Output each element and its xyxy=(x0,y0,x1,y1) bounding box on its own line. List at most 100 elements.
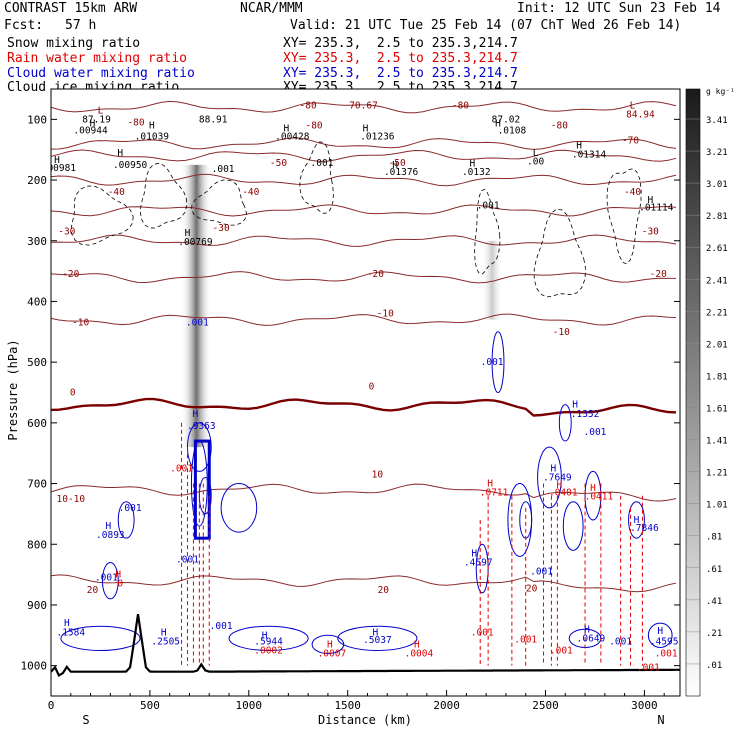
y-tick-label: 400 xyxy=(27,295,47,308)
y-tick-label: 500 xyxy=(27,356,47,369)
contour-label: -30 xyxy=(642,227,659,238)
contour-label: H xyxy=(471,548,477,559)
cloud-ice-contour xyxy=(299,141,334,214)
contour-label: H xyxy=(584,624,590,635)
contour-label: H xyxy=(634,515,640,526)
y-tick-label: 200 xyxy=(27,174,47,187)
contour-label: H xyxy=(556,480,562,491)
colorbar-label: .81 xyxy=(706,533,722,543)
field-name-rain: Rain water mixing ratio xyxy=(7,51,188,66)
cloud-ice-contour xyxy=(533,208,587,298)
model-title: CONTRAST 15km ARW xyxy=(4,1,138,16)
colorbar-unit: g kg⁻¹ xyxy=(706,87,735,96)
contour-label: .001 xyxy=(584,427,607,438)
contour-label: H xyxy=(149,120,155,131)
contour-label: H xyxy=(495,119,501,130)
contour-label: .0007 xyxy=(318,649,347,660)
contour-label: 70.67 xyxy=(349,100,378,111)
contour-label: 0 xyxy=(70,388,76,399)
contour-label: .001 xyxy=(471,627,494,638)
cloud-water-contour xyxy=(220,483,258,533)
contour-label: H xyxy=(647,195,653,206)
colorbar-label: 3.21 xyxy=(706,148,728,158)
contour-label: H xyxy=(572,400,578,411)
contour-label: .001 xyxy=(655,649,678,660)
contour-label: .0411 xyxy=(585,491,614,502)
cloud-water-contour xyxy=(117,501,135,539)
y-tick-label: 800 xyxy=(27,538,47,551)
valid-time: Valid: 21 UTC Tue 25 Feb 14 (07 ChT Wed … xyxy=(290,18,682,33)
contour-label: .001 xyxy=(477,201,500,212)
contour-label: .00950 xyxy=(113,160,148,171)
contour-label: L xyxy=(630,100,636,111)
contour-label: .7649 xyxy=(543,473,572,484)
colorbar-label: .41 xyxy=(706,597,722,607)
contour-label: .001 xyxy=(176,554,199,565)
colorbar-label: .61 xyxy=(706,565,722,575)
x-tick-label: 500 xyxy=(140,699,160,712)
contour-label: 10-10 xyxy=(56,494,85,505)
contour-label: .4595 xyxy=(650,636,679,647)
contour-label: H xyxy=(262,630,268,641)
contour-label: .001 xyxy=(95,573,118,584)
field-name-cloudwater: Cloud water mixing ratio xyxy=(7,66,195,81)
contour-label: -50 xyxy=(270,158,287,169)
contour-label: H xyxy=(373,627,379,638)
contour-label: H xyxy=(115,570,121,581)
contour-label: 0 xyxy=(117,579,123,590)
contour-label: .001 xyxy=(609,636,632,647)
cloud-ice-contour xyxy=(606,168,642,265)
isotherm-line xyxy=(51,483,677,502)
contour-label: .001 xyxy=(311,158,334,169)
isotherm-line xyxy=(51,204,677,217)
contour-label: .001 xyxy=(530,567,553,578)
contour-label: H xyxy=(185,228,191,239)
contour-label: 20 xyxy=(87,585,99,596)
contour-label: -40 xyxy=(108,187,125,198)
contour-label: .001 xyxy=(212,164,235,175)
contour-label: .5944 xyxy=(254,636,283,647)
isotherm-line xyxy=(51,313,677,326)
y-tick-label: 300 xyxy=(27,235,47,248)
contour-label: .0649 xyxy=(577,633,606,644)
cloud-water-contour xyxy=(491,331,505,393)
cloud-ice-contour xyxy=(139,162,188,229)
colorbar xyxy=(685,88,701,697)
cloud-water-contour xyxy=(60,625,141,651)
contour-label: -30 xyxy=(213,223,230,234)
contour-label: .00769 xyxy=(178,237,213,248)
colorbar-label: 3.01 xyxy=(706,180,728,190)
contour-label: -40 xyxy=(242,187,259,198)
contour-label: H xyxy=(414,639,420,650)
contour-label: -10 xyxy=(553,327,570,338)
cloud-water-contour xyxy=(584,470,602,521)
contour-label: .5037 xyxy=(363,635,392,646)
contour-label: 10 xyxy=(372,469,384,480)
contour-label: .001 xyxy=(119,503,142,514)
contour-label: H xyxy=(64,618,70,629)
contour-label: H xyxy=(193,409,199,420)
contour-label: .0108 xyxy=(498,125,527,136)
cloud-water-contour xyxy=(228,625,309,651)
contour-label: H xyxy=(284,123,290,134)
contour-label: H xyxy=(363,123,369,134)
contour-label: -10 xyxy=(72,318,89,329)
center-label: NCAR/MMM xyxy=(240,1,303,16)
field-xy-cloudwater: XY= 235.3, 2.5 to 235.3,214.7 xyxy=(283,66,518,81)
colorbar-label: .01 xyxy=(706,661,722,671)
contour-label: .001 xyxy=(186,318,209,329)
y-tick-label: 700 xyxy=(27,478,47,491)
contour-label: -80 xyxy=(551,120,568,131)
contour-label: .2505 xyxy=(151,636,180,647)
colorbar-label: 1.61 xyxy=(706,405,728,415)
contour-label: H xyxy=(590,483,596,494)
forecast-label: Fcst: xyxy=(4,18,44,33)
contour-label: .00944 xyxy=(73,125,108,136)
contour-label: L xyxy=(533,148,539,159)
contour-label: -10 xyxy=(377,309,394,320)
contour-label: .00981 xyxy=(42,163,77,174)
contour-label: .4597 xyxy=(464,557,493,568)
contour-label: .00428 xyxy=(275,131,310,142)
contour-label: -80 xyxy=(452,100,469,111)
